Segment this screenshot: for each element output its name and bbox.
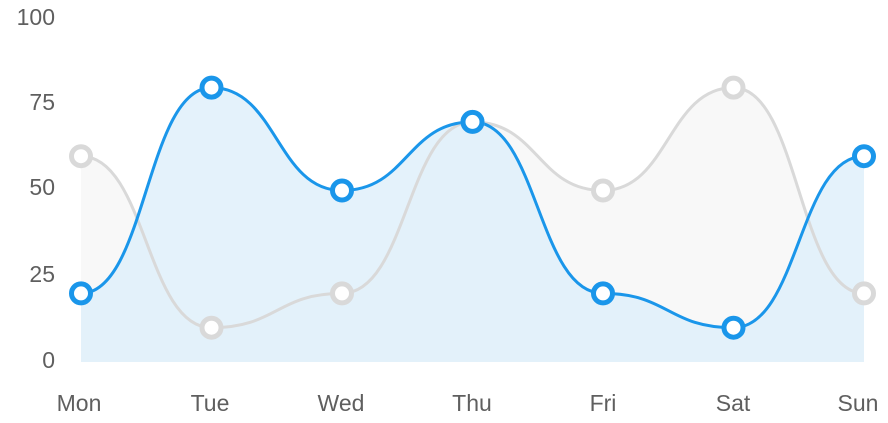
y-tick-label: 50 (29, 174, 55, 200)
data-point-series-1[interactable] (330, 178, 354, 203)
data-point-series-1[interactable] (460, 109, 485, 134)
x-tick-label: Mon (57, 390, 102, 416)
y-tick-label: 0 (42, 347, 55, 373)
x-tick-label: Sun (838, 390, 879, 416)
data-point-series-1[interactable] (69, 281, 93, 306)
x-tick-label: Sat (716, 390, 751, 416)
data-point-series-2[interactable] (852, 281, 876, 306)
y-tick-label: 25 (29, 261, 55, 287)
x-axis-labels: Mon Tue Wed Thu Fri Sat Sun (57, 390, 879, 416)
data-point-series-1[interactable] (852, 144, 876, 169)
area-series-1 (81, 87, 864, 362)
x-tick-label: Wed (318, 390, 365, 416)
x-tick-label: Tue (191, 390, 230, 416)
data-point-series-2[interactable] (591, 178, 615, 203)
y-tick-label: 100 (17, 4, 55, 30)
data-point-series-2[interactable] (199, 315, 224, 340)
y-axis-labels: 0 25 50 75 100 (17, 4, 55, 373)
data-point-series-2[interactable] (721, 75, 746, 100)
x-tick-label: Fri (590, 390, 617, 416)
data-point-series-1[interactable] (591, 281, 615, 306)
series-points (69, 75, 876, 340)
x-tick-label: Thu (452, 390, 492, 416)
data-point-series-1[interactable] (199, 75, 224, 100)
data-point-series-2[interactable] (69, 144, 93, 169)
data-point-series-1[interactable] (721, 315, 746, 340)
y-tick-label: 75 (29, 89, 55, 115)
data-point-series-2[interactable] (330, 281, 354, 306)
series-areas (81, 87, 864, 362)
